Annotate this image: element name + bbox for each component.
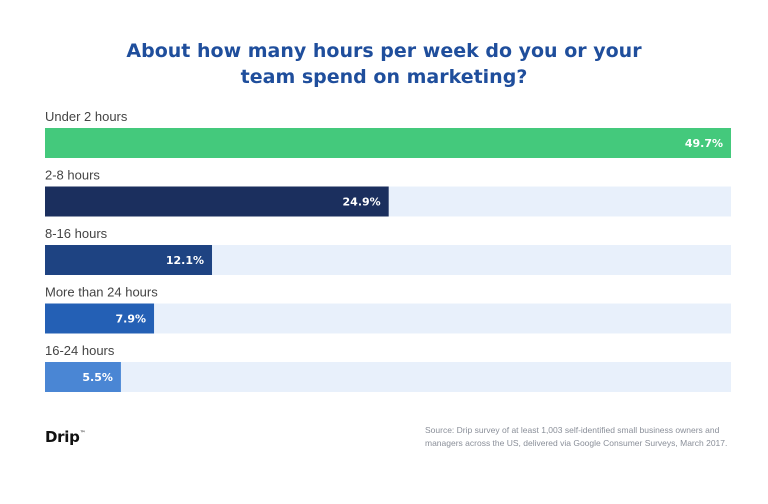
bar-track — [45, 362, 731, 392]
bar — [45, 128, 731, 158]
data-label: 24.9% — [343, 196, 381, 209]
category-label: 2-8 hours — [45, 168, 100, 183]
source-note-line-1: Source: Drip survey of at least 1,003 se… — [425, 425, 720, 435]
bar — [45, 303, 155, 334]
source-note-line-2: managers across the US, delivered via Go… — [425, 438, 728, 448]
data-label: 7.9% — [116, 313, 147, 326]
category-label: 8-16 hours — [45, 226, 108, 241]
drip-logo: Drip™ — [45, 428, 86, 446]
bar — [45, 362, 121, 392]
chart-title-line-1: About how many hours per week do you or … — [126, 40, 642, 62]
chart-title: About how many hours per week do you or … — [0, 38, 768, 90]
category-label: 16-24 hours — [45, 343, 115, 358]
chart-title-line-2: team spend on marketing? — [240, 66, 528, 88]
source-note: Source: Drip survey of at least 1,003 se… — [425, 424, 745, 450]
category-label: More than 24 hours — [45, 285, 158, 300]
data-label: 49.7% — [685, 137, 723, 150]
data-label: 5.5% — [82, 371, 113, 384]
bar — [45, 245, 213, 275]
data-label: 12.1% — [166, 254, 204, 267]
bar — [45, 186, 389, 217]
bar-track — [45, 303, 731, 334]
category-label: Under 2 hours — [45, 109, 128, 124]
